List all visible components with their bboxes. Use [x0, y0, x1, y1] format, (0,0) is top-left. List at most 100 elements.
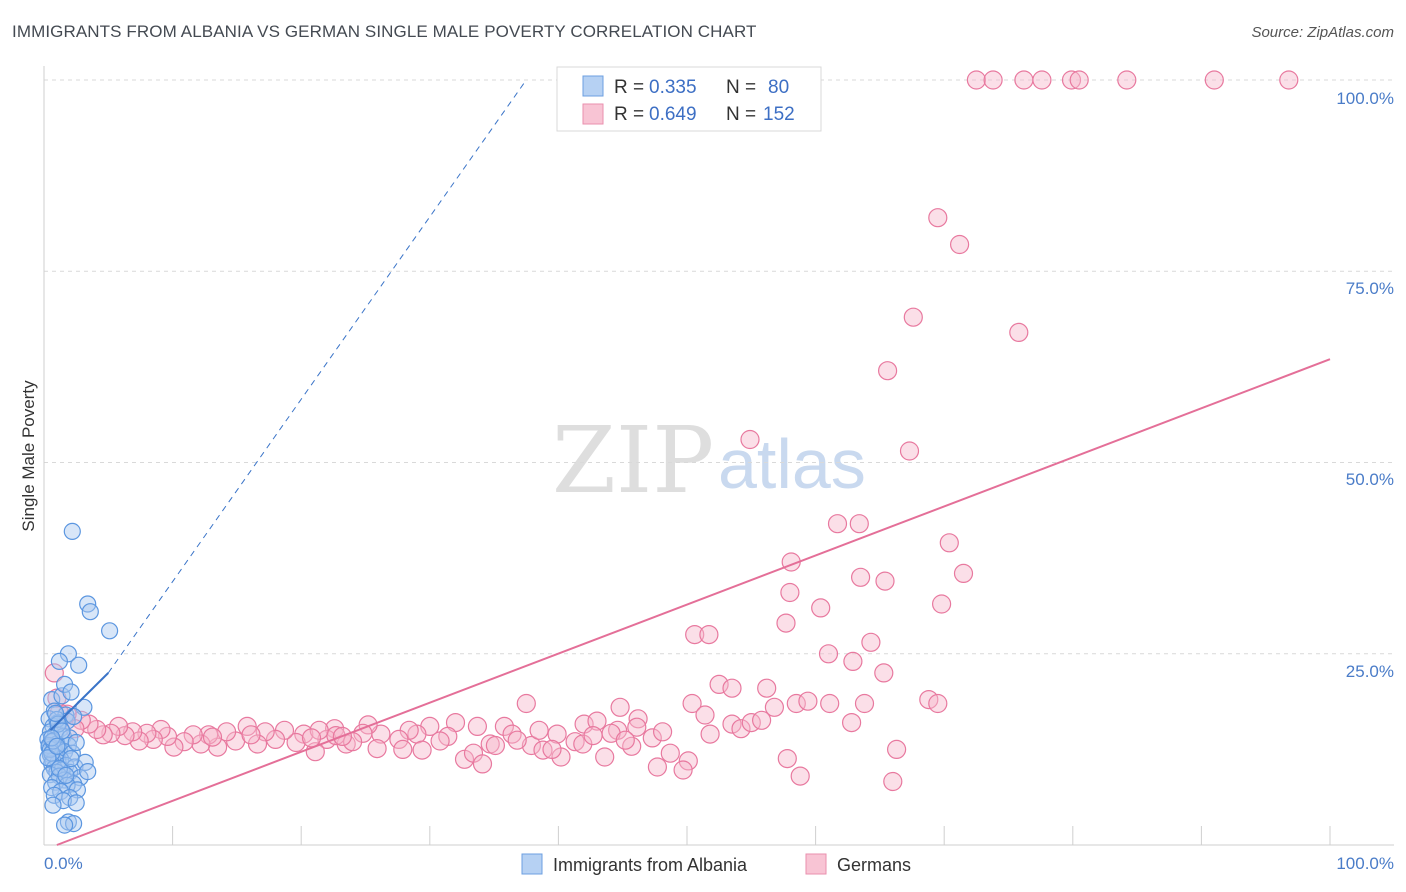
germans-point-11: [903, 307, 923, 327]
germans-point-74: [587, 711, 607, 731]
germans-point-137: [542, 739, 562, 760]
germans-point-22: [875, 571, 895, 591]
germans-point-114: [108, 716, 129, 737]
germans-point-2: [1014, 70, 1034, 90]
albania-point-3: [100, 622, 119, 640]
germans-point-64: [673, 760, 693, 780]
germans-point-72: [565, 732, 585, 752]
germans-point-127: [367, 738, 387, 759]
albania-point-59: [54, 791, 72, 810]
germans-point-143: [309, 720, 329, 740]
germans-point-12: [1009, 322, 1029, 342]
germans-point-51: [751, 710, 772, 730]
albania-point-60: [67, 794, 85, 812]
germans-point-26: [685, 624, 705, 645]
germans-point-48: [722, 714, 742, 734]
x-axis-ticks: [172, 826, 1331, 845]
germans-point-16: [827, 514, 848, 534]
germans-point-58: [660, 743, 680, 763]
germans-point-146: [202, 727, 223, 747]
albania-point-73: [67, 733, 85, 752]
albania-point-74: [53, 722, 71, 740]
gridlines: [44, 79, 1394, 655]
watermark-atlas: atlas: [718, 425, 866, 503]
legend-n-value-albania: 80: [768, 77, 789, 98]
albania-points: [39, 522, 119, 834]
germans-point-3: [1032, 70, 1052, 90]
germans-point-116: [93, 725, 113, 745]
germans-points: [44, 70, 1299, 792]
chart-title: IMMIGRANTS FROM ALBANIA VS GERMAN SINGLE…: [12, 22, 757, 41]
germans-point-62: [777, 748, 797, 769]
germans-point-21: [850, 567, 871, 587]
series-label-albania: Immigrants from Albania: [553, 855, 748, 875]
germans-point-96: [255, 722, 275, 742]
x-tick-label-100: 100.0%: [1336, 854, 1394, 873]
germans-point-43: [764, 697, 785, 717]
albania-trend-line: [49, 672, 110, 731]
albania-point-69: [39, 749, 57, 767]
legend-r-value-germans: 0.649: [649, 104, 697, 125]
germans-point-128: [393, 739, 413, 760]
germans-point-129: [412, 740, 432, 760]
germans-point-49: [731, 719, 751, 739]
germans-point-29: [861, 632, 881, 652]
watermark-zip: ZIP: [552, 407, 714, 514]
germans-point-106: [164, 737, 184, 757]
germans-point-18: [939, 533, 959, 553]
germans-point-31: [843, 651, 863, 672]
germans-point-71: [547, 724, 567, 744]
germans-point-61: [886, 739, 907, 760]
x-tick-label-0: 0.0%: [44, 854, 83, 873]
y-tick-label-75: 75.0%: [1346, 279, 1394, 298]
albania-point-78: [57, 766, 75, 785]
series-label-germans: Germans: [837, 855, 911, 875]
germans-point-59: [678, 751, 698, 771]
y-tick-label-25: 25.0%: [1346, 662, 1394, 681]
germans-point-60: [595, 747, 615, 767]
series-swatch-albania: [521, 853, 543, 875]
albania-point-49: [79, 762, 97, 781]
germans-point-115: [101, 723, 121, 743]
series-swatch-germans: [805, 853, 827, 875]
germans-point-139: [583, 725, 603, 746]
germans-point-17: [849, 514, 869, 534]
germans-point-0: [966, 70, 987, 90]
germans-point-15: [740, 429, 760, 450]
germans-point-69: [521, 735, 542, 756]
legend-n-label-germans: N =: [726, 104, 756, 125]
albania-point-72: [46, 704, 65, 723]
germans-point-95: [265, 729, 286, 750]
germans-point-8: [1279, 70, 1299, 90]
germans-point-145: [241, 725, 261, 745]
germans-point-5: [1069, 70, 1089, 90]
series-legend: Immigrants from Albania Germans: [521, 853, 911, 875]
germans-trend-line: [56, 358, 1331, 846]
y-tick-label-100: 100.0%: [1336, 89, 1394, 108]
albania-point-0: [63, 522, 81, 541]
albania-point-76: [50, 759, 69, 778]
albania-point-79: [48, 737, 66, 755]
albania-point-6: [70, 656, 88, 674]
legend-swatch-germans: [582, 103, 604, 125]
germans-point-35: [757, 678, 777, 698]
germans-point-70: [529, 720, 549, 740]
legend-r-label-germans: R =: [614, 104, 644, 125]
germans-point-4: [1061, 70, 1082, 90]
legend-swatch-albania: [582, 75, 604, 97]
germans-point-133: [472, 754, 493, 774]
germans-point-110: [137, 723, 157, 743]
germans-point-10: [949, 234, 970, 255]
germans-point-52: [841, 712, 862, 733]
legend-n-label-albania: N =: [726, 77, 756, 98]
germans-point-9: [928, 208, 948, 228]
germans-point-89: [325, 719, 345, 739]
germans-point-54: [642, 728, 662, 748]
germans-point-32: [874, 663, 894, 683]
germans-point-84: [389, 729, 409, 750]
germans-point-67: [494, 716, 514, 737]
germans-point-7: [1204, 70, 1224, 90]
germans-point-134: [485, 735, 505, 756]
germans-point-55: [652, 722, 673, 742]
